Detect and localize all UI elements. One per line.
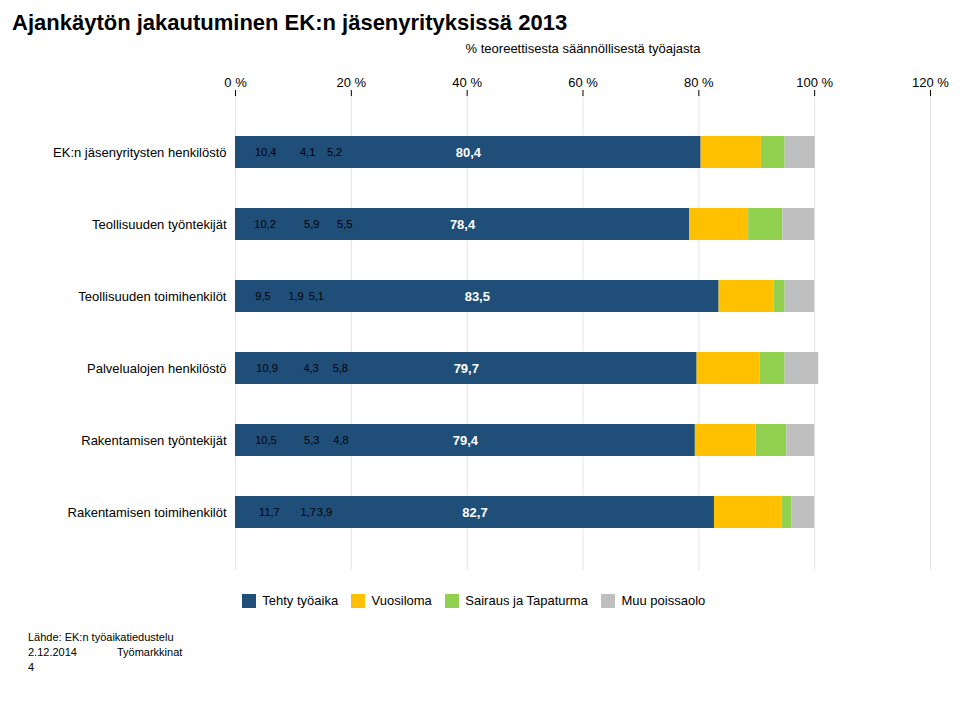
- svg-text:Rakentamisen työntekijät: Rakentamisen työntekijät: [81, 433, 227, 448]
- svg-text:EK:n jäsenyritysten henkilöstö: EK:n jäsenyritysten henkilöstö: [53, 145, 226, 160]
- svg-text:0 %: 0 %: [224, 75, 247, 90]
- html-text:Työmarkkinat: Työmarkkinat: [116, 645, 183, 658]
- svg-text:82,7: 82,7: [462, 505, 487, 520]
- svg-text:80 %: 80 %: [684, 75, 714, 90]
- svg-text:4,1: 4,1: [300, 146, 315, 158]
- svg-text:100 %: 100 %: [796, 75, 833, 90]
- svg-text:10,4: 10,4: [255, 146, 276, 158]
- svg-text:4,8: 4,8: [333, 434, 348, 446]
- svg-text:3,9: 3,9: [317, 506, 332, 518]
- svg-text:Rakentamisen toimihenkilöt: Rakentamisen toimihenkilöt: [68, 505, 227, 520]
- svg-text:80,4: 80,4: [456, 145, 482, 160]
- html-text:Vuosiloma: Vuosiloma: [371, 593, 432, 608]
- html-text:Muu poissaolo: Muu poissaolo: [621, 593, 706, 608]
- svg-text:5,2: 5,2: [327, 146, 342, 158]
- svg-text:5,5: 5,5: [337, 218, 352, 230]
- svg-text:10,9: 10,9: [256, 362, 277, 374]
- svg-text:1,7: 1,7: [301, 506, 316, 518]
- svg-text:5,9: 5,9: [304, 218, 319, 230]
- html-text:2.12.2014: 2.12.2014: [28, 645, 77, 658]
- svg-text:79,4: 79,4: [453, 433, 479, 448]
- svg-text:5,8: 5,8: [333, 362, 348, 374]
- svg-text:78,4: 78,4: [450, 217, 476, 232]
- svg-text:20 %: 20 %: [337, 75, 367, 90]
- svg-text:5,3: 5,3: [304, 434, 319, 446]
- svg-text:5,1: 5,1: [309, 290, 324, 302]
- svg-text:9,5: 9,5: [255, 290, 270, 302]
- svg-text:Palvelualojen henkilöstö: Palvelualojen henkilöstö: [87, 361, 226, 376]
- html-text:Sairaus ja Tapaturma: Sairaus ja Tapaturma: [465, 593, 588, 608]
- svg-text:79,7: 79,7: [454, 361, 479, 376]
- svg-text:40 %: 40 %: [452, 75, 482, 90]
- html-text:4: 4: [28, 660, 35, 673]
- html-text:Tehty työaika: Tehty työaika: [262, 593, 339, 608]
- svg-text:60 %: 60 %: [568, 75, 598, 90]
- svg-text:120 %: 120 %: [912, 75, 949, 90]
- html-text:Lähde: EK:n työaikatiedustelu: Lähde: EK:n työaikatiedustelu: [28, 630, 174, 643]
- svg-text:11,7: 11,7: [259, 506, 280, 518]
- svg-text:% teoreettisesta säännöllisest: % teoreettisesta säännöllisestä työajast…: [466, 41, 702, 56]
- html-text:Ajankäytön jakautuminen EK:n j: Ajankäytön jakautuminen EK:n jäsenyrityk…: [12, 10, 568, 35]
- svg-text:Teollisuuden työntekijät: Teollisuuden työntekijät: [92, 217, 227, 232]
- svg-text:10,2: 10,2: [254, 218, 275, 230]
- svg-text:83,5: 83,5: [465, 289, 490, 304]
- svg-text:Teollisuuden toimihenkilöt: Teollisuuden toimihenkilöt: [78, 289, 227, 304]
- svg-text:4,3: 4,3: [303, 362, 318, 374]
- svg-text:10,5: 10,5: [255, 434, 276, 446]
- svg-text:1,9: 1,9: [288, 290, 303, 302]
